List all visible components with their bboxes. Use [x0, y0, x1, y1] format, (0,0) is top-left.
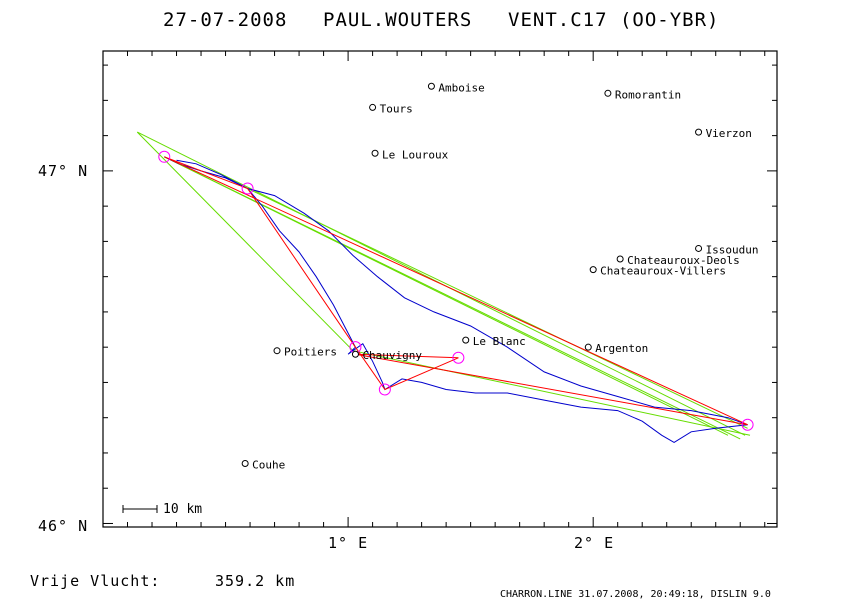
place-label: Le Blanc — [473, 335, 526, 348]
gps-track — [164, 156, 748, 443]
place-label: Couhe — [252, 459, 285, 472]
turnpoint-circle — [452, 351, 465, 364]
turnpoint-circle — [741, 418, 754, 431]
lon-label-1e: 1° E — [328, 534, 368, 552]
place-label: Chateauroux-Deols — [627, 254, 740, 267]
footer-credit: CHARRON.LINE 31.07.2008, 20:49:18, DISLI… — [500, 589, 771, 600]
place-marker — [695, 244, 703, 252]
route-red-line — [164, 156, 748, 426]
header-pilot: PAUL.WOUTERS — [323, 9, 472, 31]
place-markers: Amboise Romorantin Tours Vierzon Le Louroux I… — [241, 81, 759, 472]
place-marker — [273, 347, 281, 355]
place-marker — [427, 82, 435, 90]
lat-label-47: 47° N — [38, 162, 88, 180]
place-marker — [462, 336, 470, 344]
scale-bar-label: 10 km — [163, 502, 202, 517]
place-label: Chateauroux-Villers — [600, 265, 726, 278]
place-marker — [616, 255, 624, 263]
place-marker — [241, 460, 249, 468]
place-marker — [589, 266, 597, 274]
turnpoint-circle — [241, 182, 254, 195]
place-marker — [584, 343, 592, 351]
turnpoint-circle — [158, 150, 171, 163]
flight-distance-value: 359.2 km — [215, 572, 295, 590]
place-marker — [369, 103, 377, 111]
header-glider: VENT.C17 (OO-YBR) — [508, 9, 719, 31]
route-red — [164, 156, 748, 426]
flight-distance-label: Vrije Vlucht: — [30, 572, 160, 590]
place-label: Amboise — [438, 81, 484, 94]
route-green — [164, 156, 729, 436]
place-label: Issoudun — [706, 243, 759, 256]
place-label: Argenton — [595, 342, 648, 355]
place-marker — [604, 89, 612, 97]
place-marker — [371, 149, 379, 157]
lat-label-46: 46° N — [38, 517, 88, 535]
place-marker — [695, 128, 703, 136]
map-frame — [102, 50, 778, 528]
place-label: Vierzon — [706, 127, 752, 140]
place-marker — [351, 350, 359, 358]
place-label: Le Louroux — [382, 148, 449, 161]
place-label: Chauvigny — [362, 349, 422, 362]
axis-ticks — [103, 51, 777, 527]
place-label: Tours — [380, 102, 413, 115]
flight-track — [164, 156, 748, 443]
place-label: Romorantin — [615, 88, 681, 101]
route-green — [247, 188, 748, 429]
header-date: 27-07-2008 — [163, 9, 287, 31]
scale-bar: 10 km — [122, 502, 202, 517]
turnpoint-circle — [378, 383, 391, 396]
lon-label-2e: 2° E — [574, 534, 614, 552]
place-label: Poitiers — [284, 346, 337, 359]
